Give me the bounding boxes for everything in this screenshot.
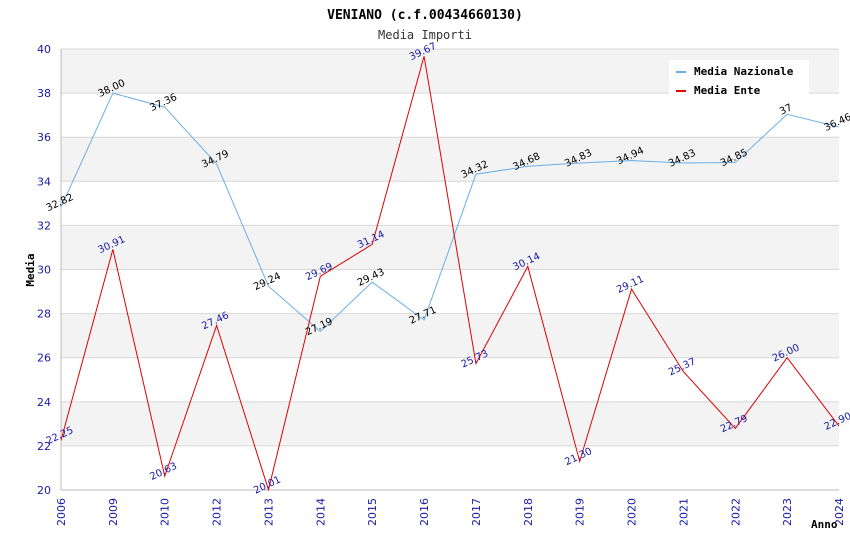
y-tick-label: 32: [37, 219, 51, 232]
x-tick-label: 2012: [211, 498, 224, 526]
chart-subtitle: Media Importi: [378, 28, 472, 42]
chart-title: VENIANO (c.f.00434660130): [327, 8, 523, 23]
x-tick-label: 2009: [107, 498, 120, 526]
legend: Media Nazionale Media Ente: [669, 60, 809, 98]
series: [60, 56, 840, 492]
x-tick-label: 2022: [729, 498, 742, 526]
y-tick-labels: 20 22 24 26 28 30 32 34 36 38 40: [37, 43, 51, 497]
x-tick-label: 2019: [574, 498, 587, 526]
y-tick-label: 36: [37, 131, 51, 144]
series-line-media-nazionale: [60, 92, 840, 333]
y-axis-label: Media: [24, 253, 37, 286]
plot-band: [61, 313, 839, 358]
legend-label-media-ente: Media Ente: [694, 84, 761, 97]
x-tick-label: 2021: [677, 498, 690, 526]
plot-bands: [61, 49, 839, 490]
plot-band: [61, 93, 839, 138]
x-tick-label: 2024: [833, 498, 846, 526]
plot-band: [61, 137, 839, 182]
x-tick-label: 2020: [626, 498, 639, 526]
y-tick-label: 30: [37, 264, 51, 277]
legend-box: [669, 60, 809, 98]
plot-band: [61, 445, 839, 490]
y-tick-label: 20: [37, 484, 51, 497]
x-tick-label: 2017: [470, 498, 483, 526]
plot-band: [61, 357, 839, 402]
plot-band: [61, 401, 839, 446]
y-tick-label: 38: [37, 87, 51, 100]
x-tick-label: 2010: [159, 498, 172, 526]
plot-band: [61, 269, 839, 314]
x-tick-label: 2013: [262, 498, 275, 526]
x-tick-label: 2023: [781, 498, 794, 526]
x-tick-label: 2015: [366, 498, 379, 526]
plot-band: [61, 181, 839, 226]
y-tick-label: 40: [37, 43, 51, 56]
x-tick-label: 2016: [418, 498, 431, 526]
y-tick-label: 24: [37, 396, 51, 409]
x-tick-label: 2006: [55, 498, 68, 526]
x-tick-label: 2014: [314, 498, 327, 526]
legend-label-media-nazionale: Media Nazionale: [694, 65, 794, 78]
y-tick-label: 22: [37, 440, 51, 453]
x-tick-label: 2018: [522, 498, 535, 526]
x-tick-labels: 2006 2009 2010 2012 2013 2014 2015 2016 2017 2018…: [55, 498, 846, 526]
data-label-nazionale: 37: [778, 102, 794, 117]
series-line-media-ente: [60, 56, 840, 492]
y-tick-label: 26: [37, 352, 51, 365]
axes: [60, 49, 839, 491]
y-tick-label: 34: [37, 175, 51, 188]
x-axis-label: Anno: [811, 518, 838, 531]
y-tick-label: 28: [37, 308, 51, 321]
